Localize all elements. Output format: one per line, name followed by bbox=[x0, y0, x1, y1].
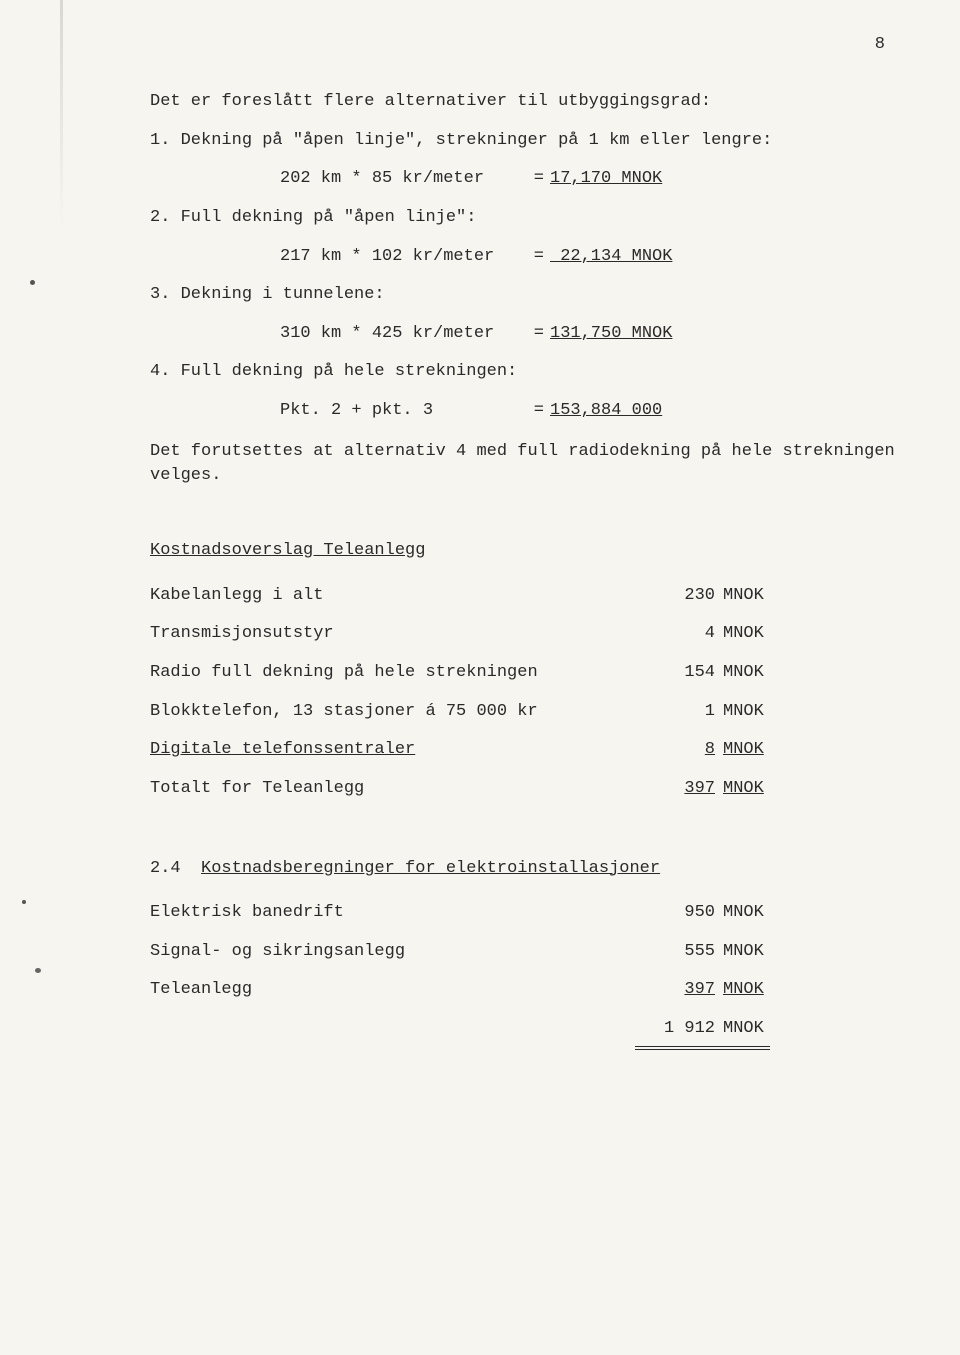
tele-heading: Kostnadsoverslag Teleanlegg bbox=[150, 539, 900, 564]
alt-4-label: 4. Full dekning på hele strekningen: bbox=[150, 360, 900, 385]
elektro-cost-table: Elektrisk banedrift950MNOKSignal- og sik… bbox=[150, 901, 900, 1003]
equals-sign: = bbox=[520, 245, 550, 270]
calc-expr: 217 km * 102 kr/meter bbox=[280, 245, 520, 270]
alt-1-label: 1. Dekning på "åpen linje", strekninger … bbox=[150, 129, 900, 154]
tele-total-row: Totalt for Teleanlegg 397 MNOK bbox=[150, 777, 770, 802]
cost-label: Digitale telefonssentraler bbox=[150, 738, 635, 763]
cost-value: 230 bbox=[635, 584, 715, 609]
cost-row: Blokktelefon, 13 stasjoner á 75 000 kr1M… bbox=[150, 700, 770, 725]
section-24-heading: 2.4 Kostnadsberegninger for elektroinsta… bbox=[150, 857, 900, 882]
calc-expr: Pkt. 2 + pkt. 3 bbox=[280, 399, 520, 424]
section-number: 2.4 bbox=[150, 859, 181, 878]
cost-row: Radio full dekning på hele strekningen15… bbox=[150, 661, 770, 686]
total-label: Totalt for Teleanlegg bbox=[150, 777, 635, 802]
cost-unit: MNOK bbox=[715, 584, 770, 609]
speck bbox=[22, 900, 26, 904]
cost-label: Transmisjonsutstyr bbox=[150, 622, 635, 647]
total-label bbox=[150, 1017, 635, 1042]
calc-expr: 310 km * 425 kr/meter bbox=[280, 322, 520, 347]
cost-value: 154 bbox=[635, 661, 715, 686]
tele-cost-table: Kabelanlegg i alt230MNOKTransmisjonsutst… bbox=[150, 584, 900, 763]
total-value: 397 bbox=[635, 777, 715, 802]
page-binding-shadow bbox=[60, 0, 63, 230]
alt-2-label: 2. Full dekning på "åpen linje": bbox=[150, 206, 900, 231]
alt-4-calc: Pkt. 2 + pkt. 3 = 153,884 000 bbox=[150, 399, 900, 424]
cost-value: 397 bbox=[635, 978, 715, 1003]
cost-label: Blokktelefon, 13 stasjoner á 75 000 kr bbox=[150, 700, 635, 725]
equals-sign: = bbox=[520, 167, 550, 192]
equals-sign: = bbox=[520, 322, 550, 347]
calc-result: 17,170 MNOK bbox=[550, 167, 662, 192]
total-value: 1 912 bbox=[635, 1017, 715, 1042]
alt-3-calc: 310 km * 425 kr/meter = 131,750 MNOK bbox=[150, 322, 900, 347]
cost-row: Transmisjonsutstyr4MNOK bbox=[150, 622, 770, 647]
cost-unit: MNOK bbox=[715, 901, 770, 926]
speck bbox=[30, 280, 35, 285]
cost-value: 1 bbox=[635, 700, 715, 725]
calc-result: 131,750 MNOK bbox=[550, 322, 672, 347]
alt-1-calc: 202 km * 85 kr/meter = 17,170 MNOK bbox=[150, 167, 900, 192]
cost-label: Radio full dekning på hele strekningen bbox=[150, 661, 635, 686]
cost-label: Teleanlegg bbox=[150, 978, 635, 1003]
cost-row: Elektrisk banedrift950MNOK bbox=[150, 901, 770, 926]
cost-row: Digitale telefonssentraler8MNOK bbox=[150, 738, 770, 763]
intro-text: Det er foreslått flere alternativer til … bbox=[150, 90, 900, 115]
cost-unit: MNOK bbox=[715, 738, 770, 763]
double-underline bbox=[635, 1046, 770, 1050]
cost-unit: MNOK bbox=[715, 622, 770, 647]
elektro-total-row: 1 912 MNOK bbox=[150, 1017, 770, 1042]
total-unit: MNOK bbox=[715, 777, 770, 802]
speck bbox=[35, 968, 41, 973]
cost-value: 950 bbox=[635, 901, 715, 926]
calc-result: 22,134 MNOK bbox=[550, 245, 672, 270]
cost-row: Kabelanlegg i alt230MNOK bbox=[150, 584, 770, 609]
assumption-text: Det forutsettes at alternativ 4 med full… bbox=[150, 440, 900, 489]
cost-unit: MNOK bbox=[715, 700, 770, 725]
cost-value: 4 bbox=[635, 622, 715, 647]
total-unit: MNOK bbox=[715, 1017, 770, 1042]
page-content: Det er foreslått flere alternativer til … bbox=[150, 90, 900, 1042]
cost-value: 555 bbox=[635, 940, 715, 965]
cost-unit: MNOK bbox=[715, 661, 770, 686]
cost-label: Kabelanlegg i alt bbox=[150, 584, 635, 609]
cost-label: Signal- og sikringsanlegg bbox=[150, 940, 635, 965]
page-number: 8 bbox=[875, 35, 885, 54]
section-title: Kostnadsberegninger for elektroinstallas… bbox=[201, 859, 660, 878]
cost-label: Elektrisk banedrift bbox=[150, 901, 635, 926]
cost-unit: MNOK bbox=[715, 940, 770, 965]
calc-expr: 202 km * 85 kr/meter bbox=[280, 167, 520, 192]
calc-result: 153,884 000 bbox=[550, 399, 662, 424]
alt-2-calc: 217 km * 102 kr/meter = 22,134 MNOK bbox=[150, 245, 900, 270]
cost-row: Signal- og sikringsanlegg555MNOK bbox=[150, 940, 770, 965]
cost-unit: MNOK bbox=[715, 978, 770, 1003]
cost-row: Teleanlegg397MNOK bbox=[150, 978, 770, 1003]
equals-sign: = bbox=[520, 399, 550, 424]
cost-value: 8 bbox=[635, 738, 715, 763]
alt-3-label: 3. Dekning i tunnelene: bbox=[150, 283, 900, 308]
